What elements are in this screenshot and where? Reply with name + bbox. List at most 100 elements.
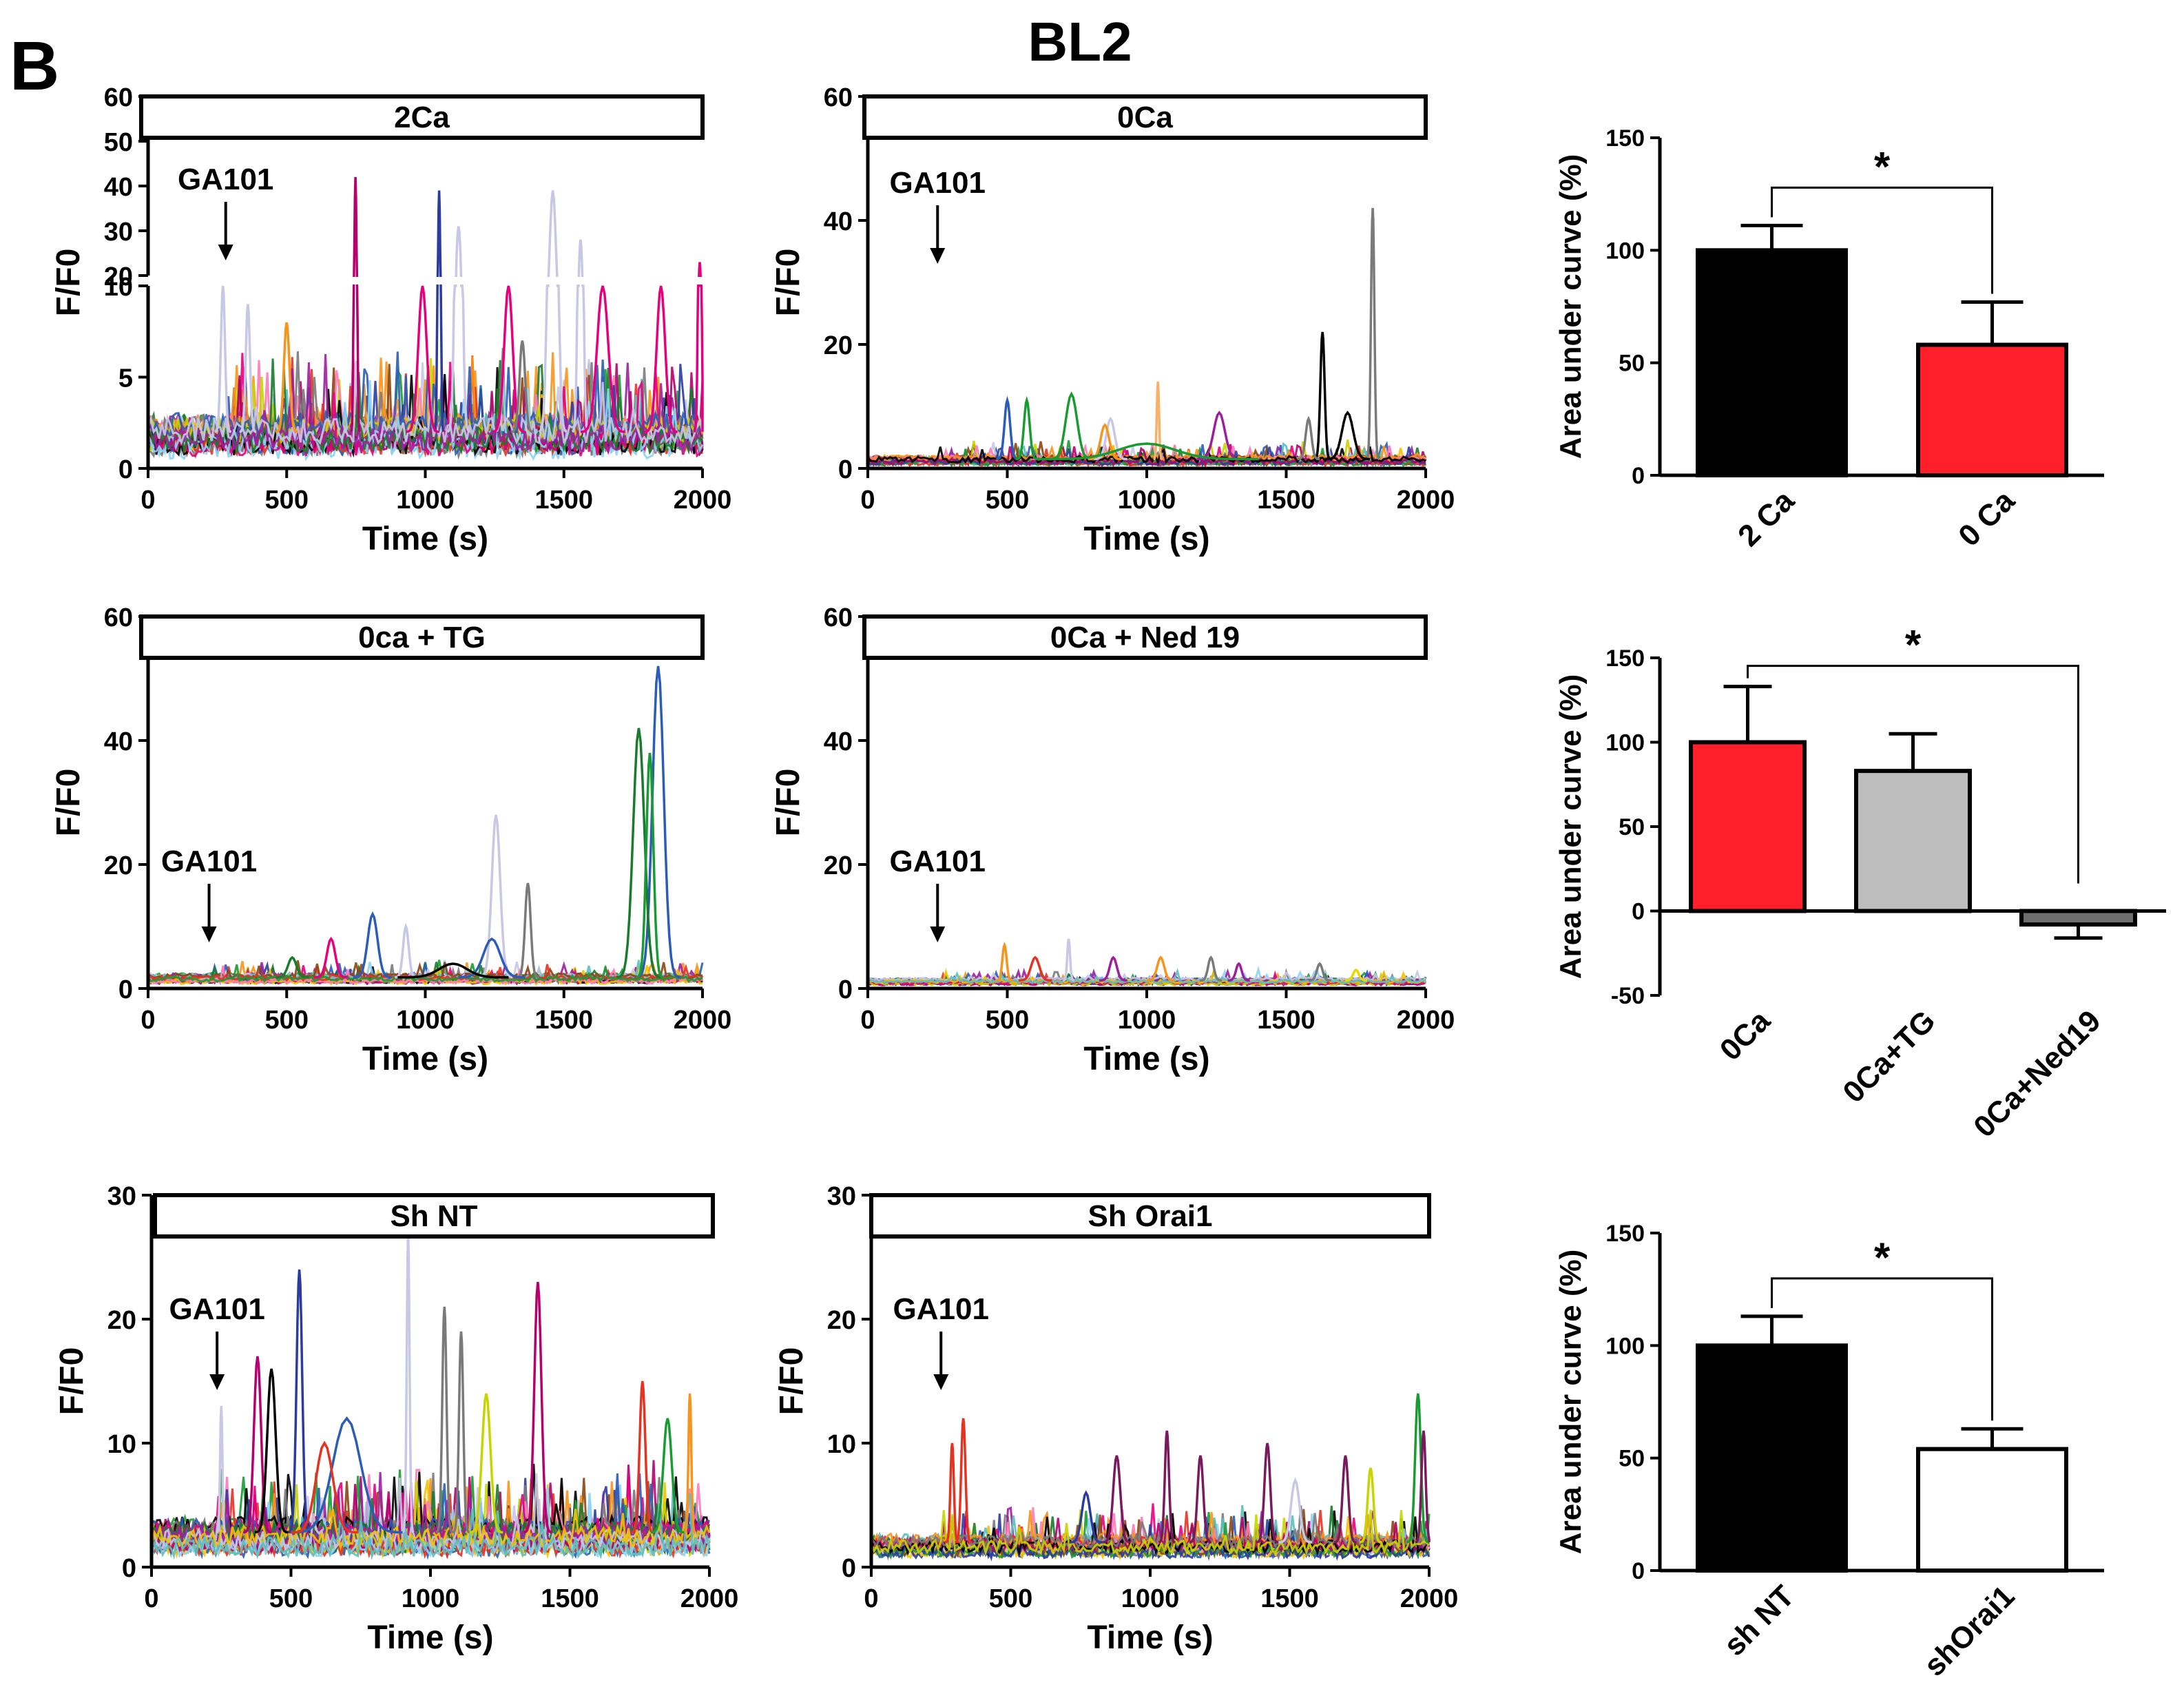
trace-line <box>870 1513 1430 1556</box>
significance-bracket <box>1771 186 1993 294</box>
trace-peak <box>433 190 445 433</box>
x-tick-label: 500 <box>265 486 309 515</box>
trace-peak <box>1313 331 1331 461</box>
trace-peak <box>1334 1455 1357 1544</box>
bar <box>1916 342 2068 477</box>
y-tick-label: 40 <box>104 173 133 202</box>
trace-line <box>147 964 703 984</box>
trace-peak <box>406 285 439 433</box>
significance-bracket <box>1771 1277 1993 1421</box>
y-tick-label: -50 <box>1611 983 1645 1009</box>
x-tick-label: 0 <box>141 486 155 515</box>
bar <box>1696 1343 1848 1573</box>
trace-peak <box>1099 955 1127 982</box>
trace-peak <box>945 1442 959 1544</box>
trace-peak <box>1147 955 1175 982</box>
x-tick-label: 500 <box>269 1584 313 1613</box>
trace-peak <box>650 1418 685 1534</box>
y-tick-label: 0 <box>838 455 853 484</box>
stimulus-arrow-head <box>930 926 946 942</box>
trace-peak <box>523 1281 552 1534</box>
trace-peak <box>479 814 513 979</box>
x-axis-title: Time (s) <box>1087 1619 1213 1656</box>
category-label: 0Ca <box>1714 1004 1777 1067</box>
y-tick-label: 40 <box>824 207 853 236</box>
bar <box>1696 248 1848 477</box>
x-tick-label: 0 <box>860 486 875 515</box>
x-axis-title: Time (s) <box>1083 521 1209 557</box>
y-tick-label: 0 <box>118 975 133 1004</box>
trace-peak <box>1415 1430 1431 1544</box>
y-axis-title: F/F0 <box>50 249 87 317</box>
condition-label-box <box>139 94 705 140</box>
y-tick-label: 100 <box>1605 730 1645 756</box>
traces-group <box>870 1393 1431 1562</box>
trace-peak <box>458 937 526 979</box>
y-tick-label: 20 <box>824 851 853 880</box>
trace-peak <box>1189 1455 1212 1544</box>
trace-peak <box>243 1356 272 1534</box>
x-tick-label: 1500 <box>1260 1584 1319 1613</box>
trace-peak <box>446 226 470 433</box>
trace-peak <box>291 1440 358 1534</box>
x-tick-label: 500 <box>265 1006 309 1035</box>
y-axis-title: Area under curve (%) <box>1554 1250 1588 1555</box>
bar-chart-auc-ca: 0 50 100 150 Area under curve (%) 2 Ca 0 Ca * <box>1554 125 2104 553</box>
y-tick-label: 0 <box>838 975 853 1004</box>
y-tick-label: 10 <box>827 1430 856 1459</box>
y-tick-label: 20 <box>104 851 133 880</box>
condition-label: 0ca + TG <box>358 621 486 654</box>
trace-peak <box>349 176 362 433</box>
trace-peak <box>511 340 534 433</box>
trace-peak <box>1297 415 1320 461</box>
bar <box>2019 909 2137 927</box>
trace-line <box>150 1493 711 1560</box>
y-tick-label: 150 <box>1605 125 1645 152</box>
x-tick-label: 1000 <box>396 1006 455 1035</box>
stimulus-annotation: GA101 <box>893 1292 989 1326</box>
y-tick-label: 100 <box>1605 238 1645 264</box>
y-tick-label: 0 <box>118 455 133 484</box>
stimulus-annotation: GA101 <box>161 845 257 878</box>
trace-panel-0ca-tg: 0 500 1000 1500 2000 0 20 40 60 Time (s) F/F0 0ca +… <box>50 603 731 1077</box>
y-tick-label: 10 <box>107 1430 136 1459</box>
y-axis-title: F/F0 <box>773 1347 810 1416</box>
y-tick-label: 0 <box>842 1554 856 1583</box>
condition-label-box <box>862 94 1428 140</box>
y-tick-label: 20 <box>824 331 853 360</box>
x-tick-label: 1500 <box>541 1584 599 1613</box>
trace-peak <box>1035 442 1258 461</box>
significance-star: * <box>1905 622 1922 668</box>
significance-bracket <box>1747 665 2079 884</box>
bar-chart-auc-tg-ned: -50 0 50 100 150 Area under curve (%) 0Ca 0Ca+T… <box>1554 622 2166 1144</box>
traces-group <box>147 665 704 986</box>
trace-peak <box>1344 968 1367 982</box>
trace-peak <box>1200 955 1223 982</box>
bar <box>1854 769 1972 913</box>
trace-peak <box>1088 423 1122 461</box>
stimulus-annotation: GA101 <box>890 166 986 200</box>
condition-label-box <box>862 614 1428 660</box>
trace-peak <box>402 1232 415 1533</box>
panel-letter: B <box>10 28 59 105</box>
trace-peak <box>214 285 232 433</box>
trace-peak <box>684 1393 696 1534</box>
stimulus-arrow-head <box>201 926 217 942</box>
stimulus-arrow-head <box>209 1374 225 1390</box>
y-tick-label: 60 <box>824 603 853 632</box>
trace-peak <box>435 1306 453 1534</box>
x-tick-label: 500 <box>986 1006 1029 1035</box>
y-tick-label: 0 <box>1632 899 1645 925</box>
x-tick-label: 2000 <box>674 1006 732 1035</box>
x-tick-label: 2000 <box>680 1584 739 1613</box>
condition-label-box <box>139 614 705 660</box>
x-tick-label: 1500 <box>534 1006 593 1035</box>
trace-peak <box>571 239 590 433</box>
stimulus-arrow-head <box>933 1374 949 1390</box>
y-tick-label: 10 <box>104 273 133 302</box>
x-tick-label: 1000 <box>402 1584 460 1613</box>
trace-peak <box>1365 207 1380 461</box>
y-tick-label: 20 <box>107 1306 136 1335</box>
y-tick-label: 50 <box>1619 1446 1645 1472</box>
